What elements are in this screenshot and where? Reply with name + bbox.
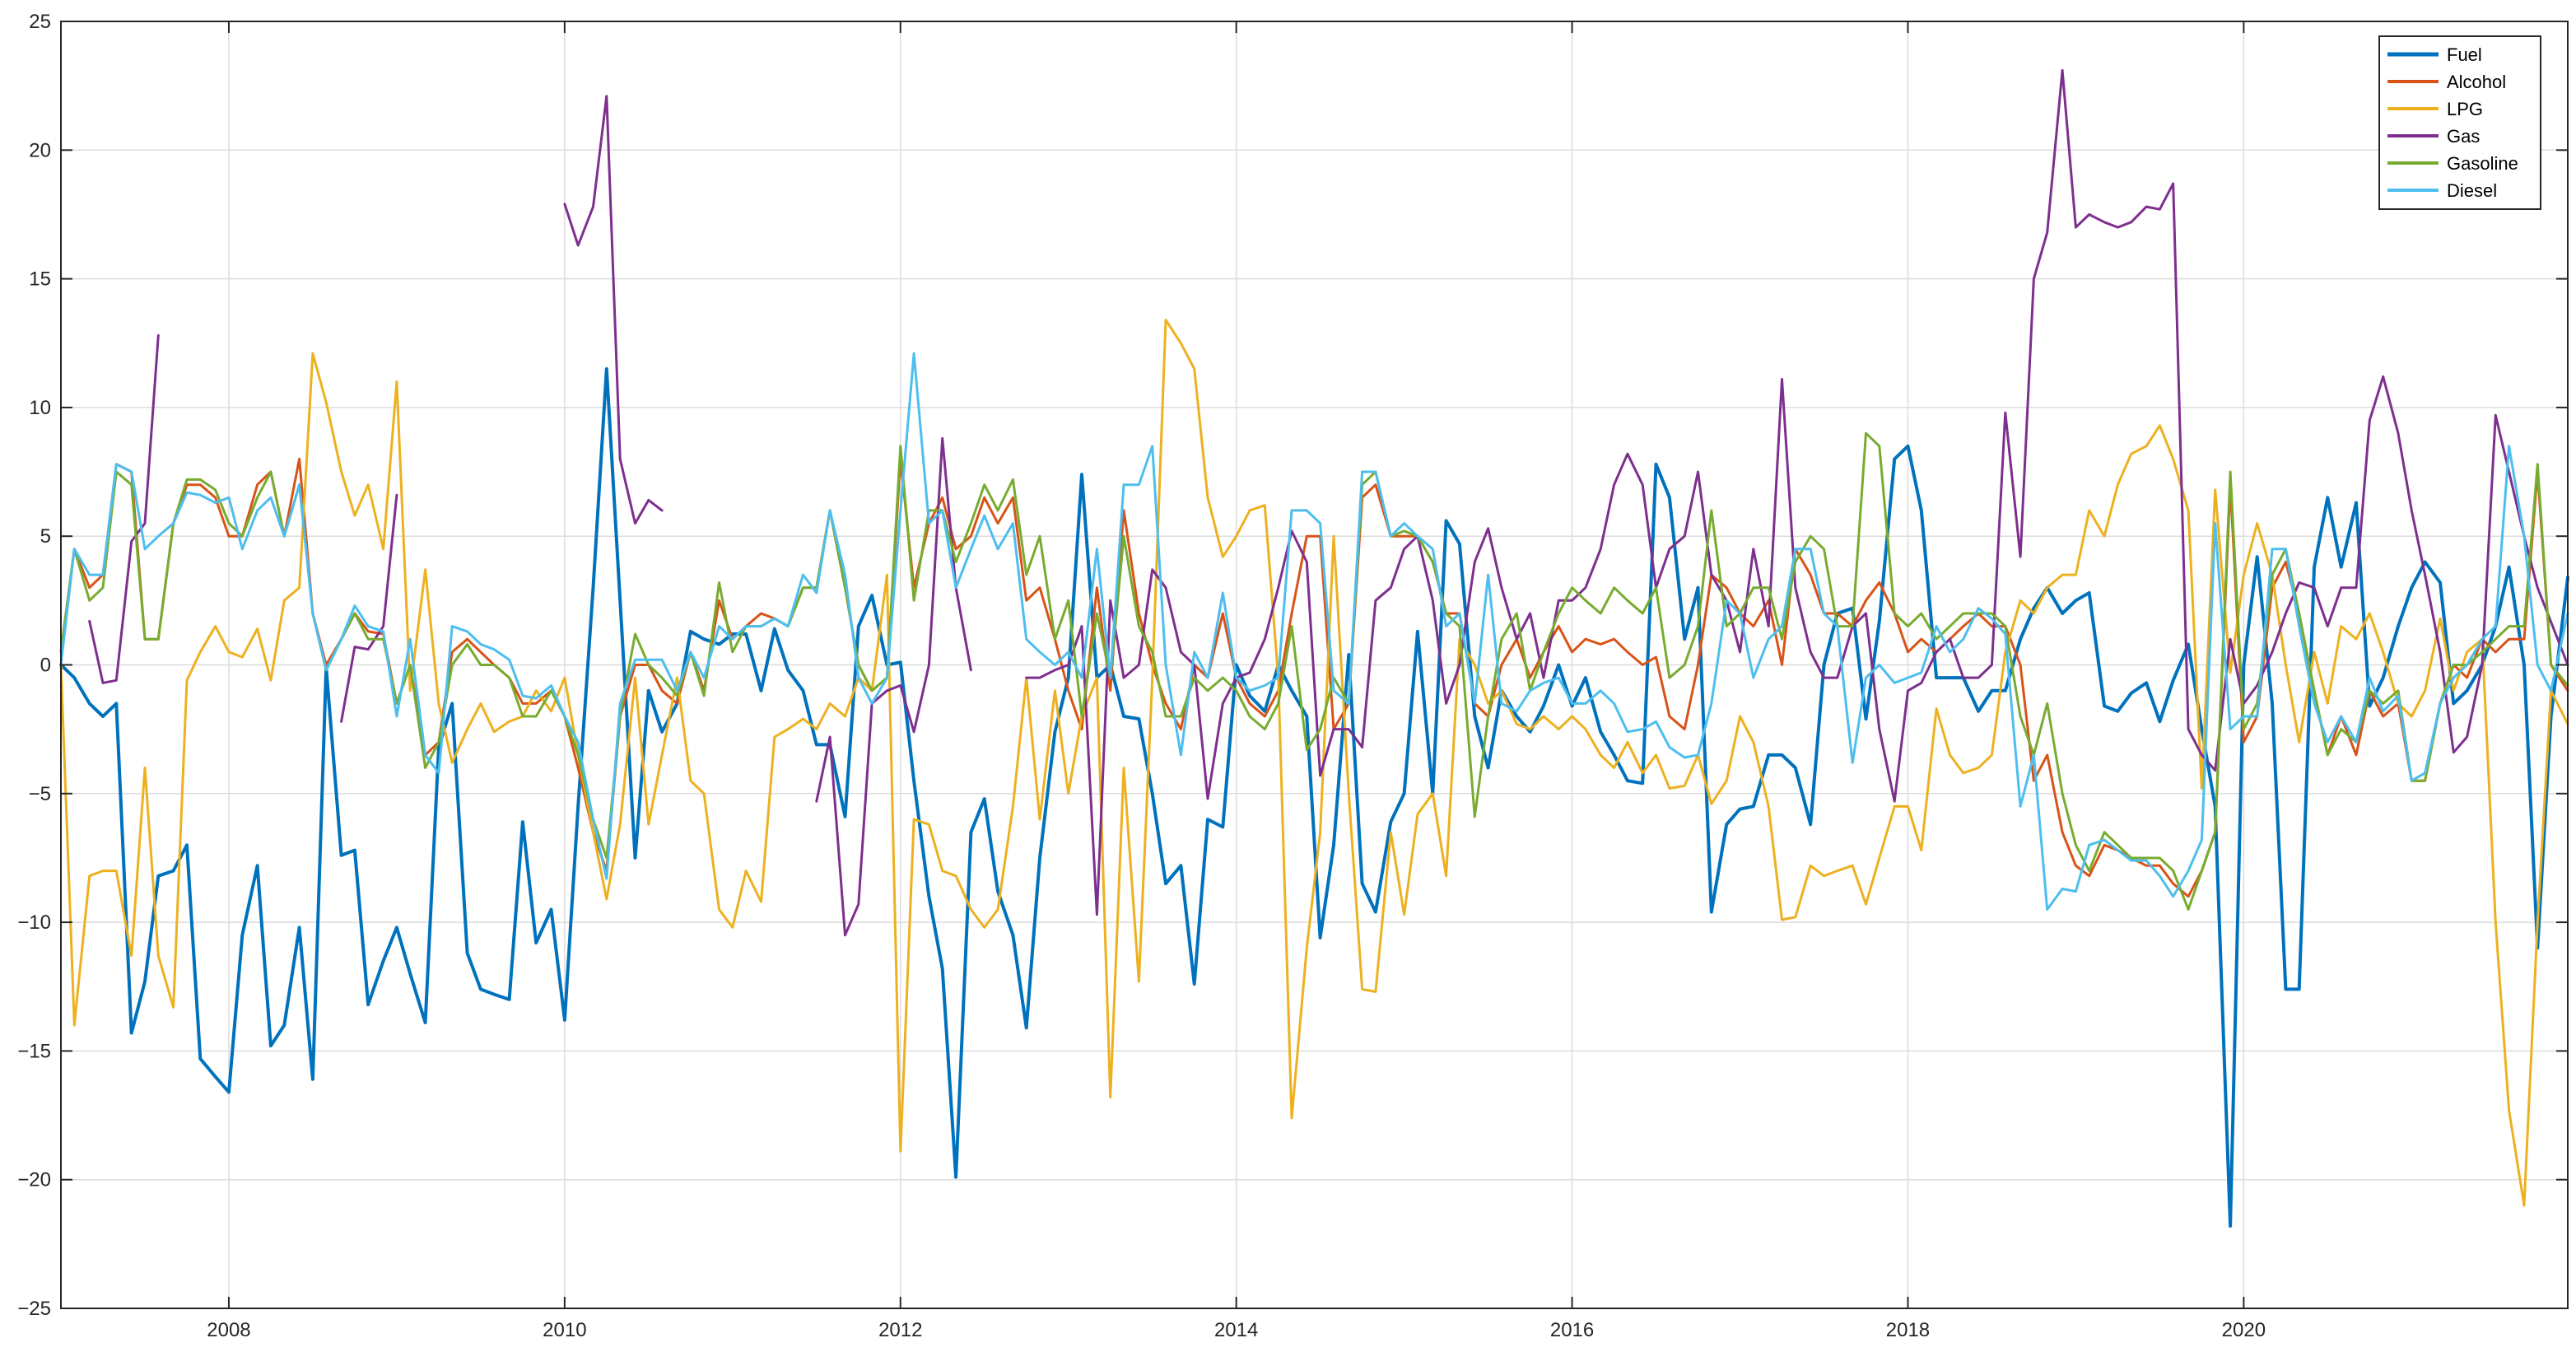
series-lines	[59, 68, 2569, 1228]
y-tick-label: −20	[17, 1169, 51, 1191]
x-tick-label: 2016	[1550, 1319, 1594, 1341]
y-tick-label: 20	[29, 139, 51, 161]
x-tick-label: 2008	[207, 1319, 250, 1341]
series-line-alcohol	[59, 457, 2569, 898]
y-tick-label: −10	[17, 911, 51, 934]
legend: Fuel Alcohol LPG Gas Gasoline Diesel	[2378, 35, 2541, 210]
series-line-lpg	[59, 319, 2569, 1207]
series-line-diesel	[59, 352, 2569, 911]
legend-label: Gas	[2447, 126, 2480, 147]
y-tick-label: −25	[17, 1298, 51, 1320]
legend-label: LPG	[2447, 99, 2483, 119]
y-tick-label: 10	[29, 397, 51, 419]
series-line-gas	[563, 95, 664, 525]
legend-label: Fuel	[2447, 44, 2482, 65]
y-tick-label: −5	[29, 783, 51, 805]
y-tick-label: −15	[17, 1040, 51, 1062]
x-tick-label: 2014	[1214, 1319, 1258, 1341]
legend-label: Diesel	[2447, 180, 2497, 201]
series-line-gasoline	[59, 431, 2569, 911]
y-tick-label: 5	[40, 525, 51, 548]
y-tick-label: 25	[29, 11, 51, 33]
y-tick-label: 15	[29, 268, 51, 291]
legend-label: Gasoline	[2447, 153, 2518, 174]
series-line-gas	[815, 436, 972, 937]
series-line-gas	[88, 333, 160, 684]
x-tick-label: 2012	[878, 1319, 922, 1341]
x-tick-label: 2010	[543, 1319, 586, 1341]
legend-label: Alcohol	[2447, 72, 2506, 92]
y-tick-label: 0	[40, 655, 51, 677]
y-axis: −25 −20 −15 −10 −5 0 5 10 15 20 25	[17, 11, 2568, 1320]
x-axis: 2008 2010 2012 2014 2016 2018 2020	[207, 21, 2266, 1341]
legend-box	[2378, 35, 2541, 210]
series-line-gas	[1025, 68, 2569, 916]
series-line-fuel	[59, 367, 2569, 1228]
x-tick-label: 2020	[2222, 1319, 2266, 1341]
x-tick-label: 2018	[1886, 1319, 1930, 1341]
series-line-gas	[340, 493, 398, 723]
